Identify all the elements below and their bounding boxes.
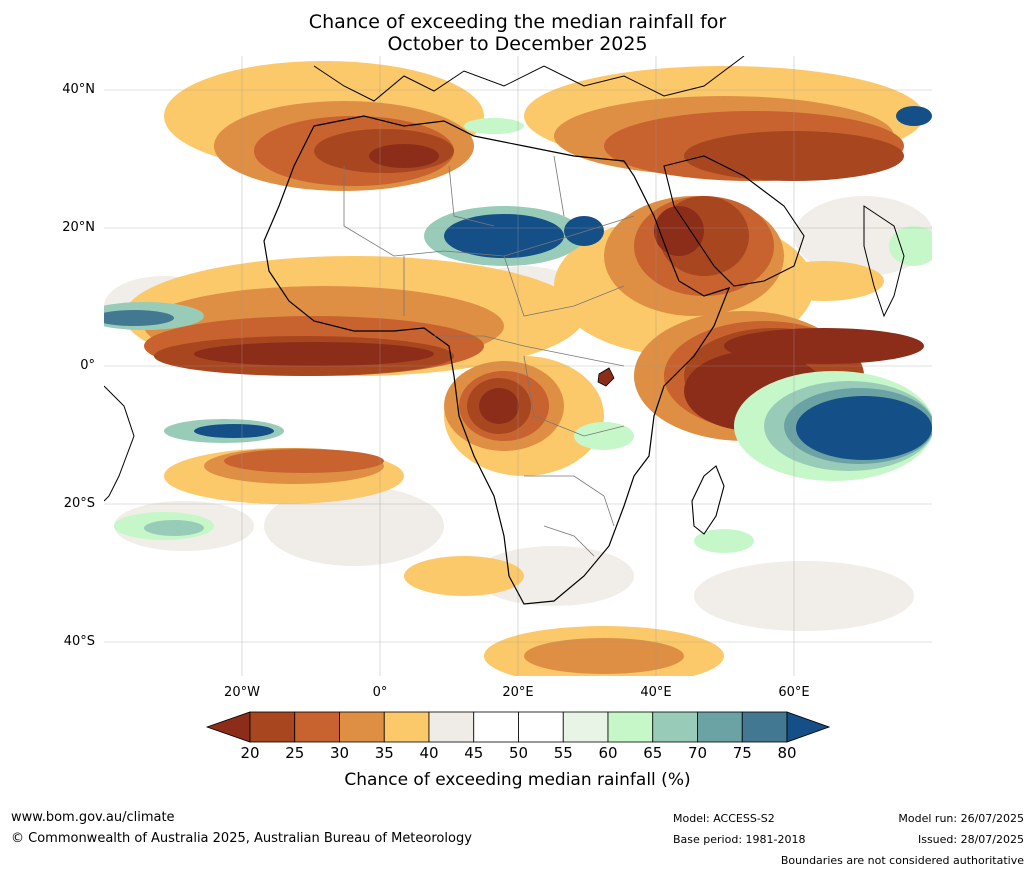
south-america-coast — [104, 385, 135, 502]
colorbar-cell — [652, 711, 698, 743]
lat-label-0: 0° — [80, 358, 95, 373]
green-areas — [104, 106, 932, 553]
madagascar-outline — [691, 465, 725, 535]
colorbar-cell — [428, 711, 475, 743]
colorbar-tick-label: 20 — [240, 744, 260, 762]
colorbar-cell — [607, 711, 654, 743]
colorbar-tick-label: 75 — [732, 744, 752, 762]
colorbar-cells — [205, 711, 830, 743]
colorbar-extend-low — [205, 711, 251, 743]
colorbar-tick-label: 45 — [464, 744, 484, 762]
map-svg — [104, 56, 932, 676]
footer-issued: Issued: 28/07/2025 — [917, 833, 1024, 846]
colorbar-tick-label: 60 — [598, 744, 618, 762]
title-line-2: October to December 2025 — [387, 33, 648, 55]
lon-label-20w: 20°W — [224, 685, 260, 700]
colorbar — [205, 711, 830, 743]
colorbar-cell — [741, 711, 788, 743]
colorbar-tick-label: 25 — [285, 744, 305, 762]
colorbar-tick-label: 65 — [643, 744, 663, 762]
africa-coastline — [263, 115, 731, 605]
colorbar-tick-label: 55 — [553, 744, 573, 762]
colorbar-tick-label: 35 — [374, 744, 394, 762]
country-borders — [343, 155, 635, 557]
deep-brown-areas — [194, 144, 924, 431]
lon-label-40e: 40°E — [640, 685, 672, 700]
colorbar-cell — [339, 711, 385, 743]
lon-label-20e: 20°E — [502, 685, 534, 700]
graticule — [104, 56, 932, 676]
footer-model: Model: ACCESS-S2 — [673, 812, 775, 825]
footer-base-period: Base period: 1981-2018 — [673, 833, 806, 846]
lon-label-60e: 60°E — [778, 685, 810, 700]
footer-disclaimer: Boundaries are not considered authoritat… — [780, 854, 1024, 867]
colorbar-tick-label: 50 — [508, 744, 529, 762]
lat-label-40s: 40°S — [63, 634, 95, 649]
lat-label-20n: 20°N — [62, 220, 95, 235]
colorbar-title: Chance of exceeding median rainfall (%) — [344, 770, 691, 790]
colorbar-extend-high — [786, 711, 830, 743]
colorbar-tick-label: 40 — [419, 744, 439, 762]
colorbar-tick-label: 30 — [329, 744, 350, 762]
colorbar-cell — [518, 711, 564, 743]
colorbar-cell — [562, 711, 609, 743]
map-title: Chance of exceeding the median rainfall … — [0, 11, 1035, 55]
footer-copyright: © Commonwealth of Australia 2025, Austra… — [11, 831, 472, 846]
colorbar-cell — [294, 711, 340, 743]
lat-label-20s: 20°S — [63, 496, 95, 511]
colorbar-cell — [249, 711, 296, 743]
footer-model-run: Model run: 26/07/2025 — [898, 812, 1024, 825]
lon-label-0: 0° — [372, 685, 388, 700]
europe-coast — [313, 56, 745, 102]
colorbar-tick-label: 70 — [687, 744, 708, 762]
lat-label-40n: 40°N — [62, 82, 95, 97]
arabia-outline — [663, 155, 805, 287]
footer-website: www.bom.gov.au/climate — [11, 810, 175, 825]
colorbar-cell — [383, 711, 430, 743]
title-line-1: Chance of exceeding the median rainfall … — [308, 11, 727, 33]
colorbar-cell — [473, 711, 519, 743]
colorbar-tick-label: 80 — [777, 744, 797, 762]
colorbar-cell — [697, 711, 743, 743]
india-coast — [863, 205, 905, 318]
lake-victoria — [597, 367, 615, 387]
rainfall-map — [104, 56, 932, 676]
